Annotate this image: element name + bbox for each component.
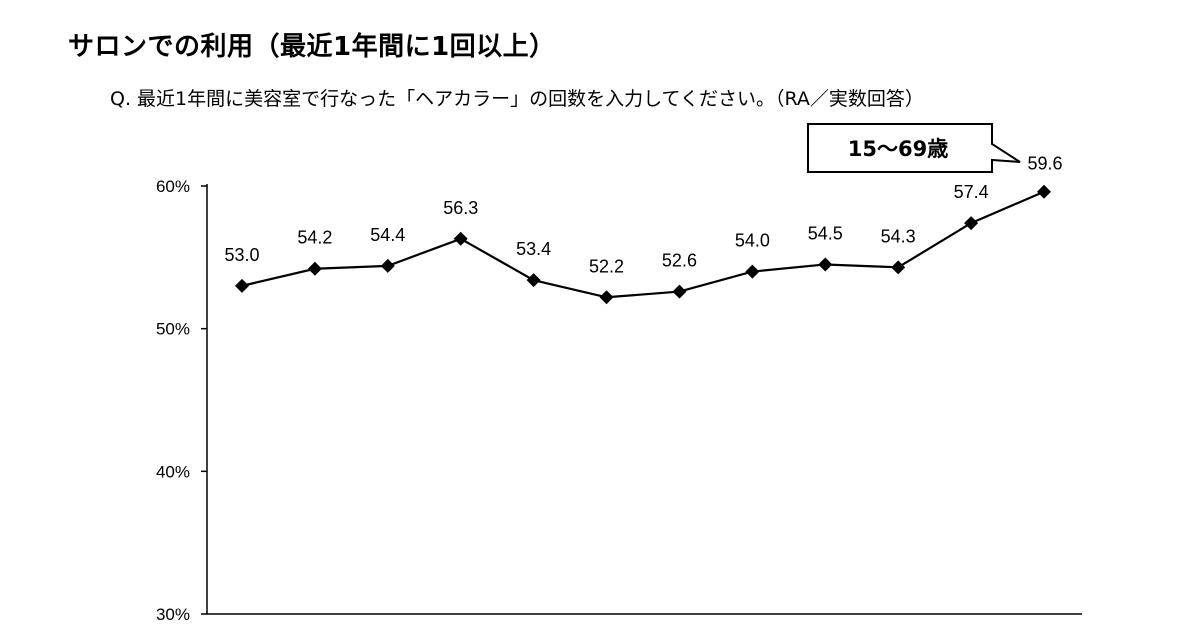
data-point-marker <box>891 260 906 275</box>
y-tick-label: 40% <box>156 462 190 481</box>
survey-question: Q. 最近1年間に美容室で行なった「ヘアカラー」の回数を入力してください。（RA… <box>110 88 924 110</box>
data-label: 53.0 <box>224 245 259 265</box>
y-tick-label: 50% <box>156 320 190 339</box>
callout-box <box>807 123 1021 173</box>
data-point-marker <box>235 278 249 293</box>
data-point-marker <box>307 261 322 276</box>
data-label: 52.6 <box>662 251 697 271</box>
data-point-marker <box>1037 184 1051 199</box>
callout: 15～69歳 <box>807 123 1021 173</box>
data-label: 52.2 <box>589 256 624 276</box>
data-label: 59.6 <box>1027 154 1062 174</box>
data-label: 54.3 <box>881 226 916 246</box>
data-point-marker <box>453 231 468 246</box>
y-tick-label: 30% <box>156 605 190 624</box>
data-point-marker <box>964 216 979 231</box>
data-label: 54.4 <box>370 225 405 245</box>
data-point-marker <box>380 258 395 273</box>
data-point-marker <box>599 290 614 305</box>
y-tick-label: 60% <box>156 177 190 196</box>
data-label: 54.2 <box>297 228 332 248</box>
data-point-marker <box>745 264 760 279</box>
callout-label: 15～69歳 <box>848 137 948 161</box>
series-line <box>241 190 1045 299</box>
data-label: 56.3 <box>443 198 478 218</box>
chart-title: サロンでの利用（最近1年間に1回以上） <box>68 32 556 62</box>
data-label: 57.4 <box>954 182 989 202</box>
data-point-marker <box>818 257 833 272</box>
data-point-marker <box>526 273 541 288</box>
data-label: 54.0 <box>735 231 770 251</box>
data-label: 54.5 <box>808 223 843 243</box>
data-point-marker <box>672 284 687 299</box>
data-label: 53.4 <box>516 239 551 259</box>
